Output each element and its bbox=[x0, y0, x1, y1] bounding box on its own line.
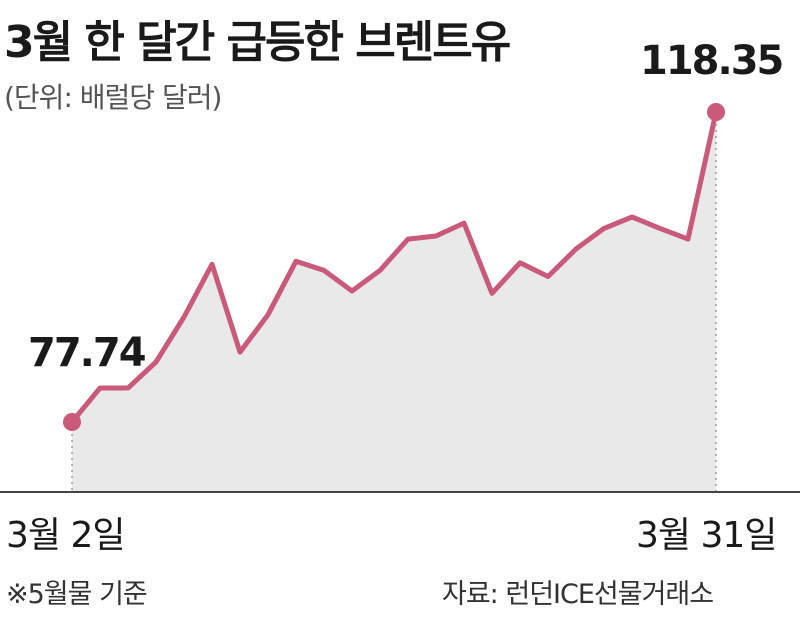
unit-note: (단위: 배럴당 달러) bbox=[4, 81, 222, 114]
start-point-marker bbox=[63, 413, 81, 431]
chart-title: 3월 한 달간 급등한 브렌트유 bbox=[4, 17, 511, 68]
x-tick-label-start: 3월 2일 bbox=[6, 515, 125, 556]
area-fill bbox=[72, 112, 716, 492]
start-value-label: 77.74 bbox=[28, 330, 147, 376]
footnote: ※5월물 기준 bbox=[6, 579, 148, 610]
end-value-label: 118.35 bbox=[640, 38, 784, 84]
source-note: 자료: 런던ICE선물거래소 bbox=[442, 579, 714, 610]
x-tick-label-end: 3월 31일 bbox=[636, 515, 777, 556]
series-line-brent bbox=[69, 109, 719, 425]
end-point-marker bbox=[707, 103, 725, 121]
